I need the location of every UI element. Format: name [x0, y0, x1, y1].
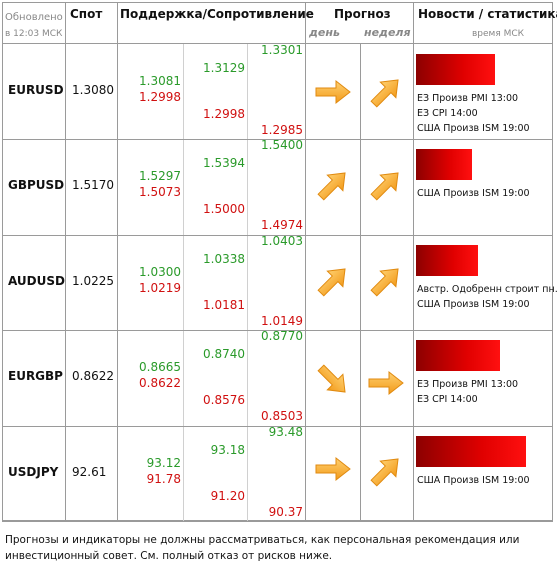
resistance-level: 1.0300 [139, 265, 181, 279]
row: EURGBP 0.8622 0.8665 0.8622 0.8740 0.8576 0.87… [2, 329, 553, 427]
pair-name: EURGBP [8, 369, 63, 383]
resistance-level: 1.3129 [203, 61, 245, 75]
disclaimer: Прогнозы и индикаторы не должны рассматр… [5, 534, 520, 562]
support-level: 1.5073 [139, 185, 181, 199]
news-bar [416, 436, 526, 467]
day-arrow [311, 358, 355, 402]
updated-label: Обновлено [5, 12, 63, 23]
day-arrow [311, 259, 355, 303]
news-time-header: время МСК [472, 29, 525, 39]
support-level: 1.5000 [203, 202, 245, 216]
resistance-level: 93.12 [146, 456, 181, 470]
pair-name: AUDUSD [8, 274, 65, 288]
spot-price: 1.5170 [72, 178, 114, 192]
support-level: 1.0219 [139, 281, 181, 295]
day-header: день [309, 26, 340, 39]
support-level: 91.78 [146, 472, 181, 486]
resistance-level: 0.8740 [203, 347, 245, 361]
day-arrow [315, 79, 351, 105]
day-arrow [311, 163, 355, 207]
support-level: 1.0149 [261, 314, 303, 328]
pair-name: EURUSD [8, 83, 64, 97]
forecast-header: Прогноз [334, 7, 391, 21]
support-level: 90.37 [268, 505, 303, 519]
levels-header: Поддержка/Сопротивление [120, 7, 314, 21]
pair-name: USDJPY [8, 465, 59, 479]
col-line [413, 2, 414, 521]
news-item: ЕЗ CPI 14:00 [417, 108, 478, 119]
row: GBPUSD 1.5170 1.5297 1.5073 1.5394 1.5000 1.54… [2, 138, 553, 236]
col-line [117, 2, 118, 521]
resistance-level: 93.18 [210, 443, 245, 457]
news-header: Новости / статистика [418, 7, 557, 21]
support-level: 91.20 [210, 489, 245, 503]
col-line [65, 2, 66, 521]
resistance-level: 1.3081 [139, 74, 181, 88]
spot-header: Спот [70, 7, 103, 21]
support-level: 1.2998 [203, 107, 245, 121]
resistance-level: 0.8770 [261, 329, 303, 343]
resistance-level: 1.0338 [203, 252, 245, 266]
week-arrow [368, 370, 404, 396]
support-level: 1.2998 [139, 90, 181, 104]
col-line [360, 44, 361, 521]
news-bar [416, 54, 495, 85]
support-level: 1.4974 [261, 218, 303, 232]
week-arrow [364, 259, 408, 303]
support-level: 1.0181 [203, 298, 245, 312]
row: EURUSD 1.3080 1.3081 1.2998 1.3129 1.2998 1.33… [2, 43, 553, 140]
resistance-level: 1.3301 [261, 43, 303, 57]
spot-price: 1.0225 [72, 274, 114, 288]
support-level: 0.8503 [261, 409, 303, 423]
resistance-level: 93.48 [268, 425, 303, 439]
resistance-level: 1.5400 [261, 138, 303, 152]
spot-price: 92.61 [72, 465, 107, 479]
support-level: 1.2985 [261, 123, 303, 137]
news-bar [416, 149, 472, 180]
week-arrow [364, 449, 408, 493]
day-arrow [315, 456, 351, 482]
support-level: 0.8576 [203, 393, 245, 407]
news-item: ЕЗ Произв PMI 13:00 [417, 93, 519, 104]
week-header: неделя [364, 26, 411, 39]
resistance-level: 1.5394 [203, 156, 245, 170]
news-item: США Произв ISM 19:00 [417, 475, 530, 486]
news-item: ЕЗ Произв PMI 13:00 [417, 379, 519, 390]
support-level: 0.8622 [139, 376, 181, 390]
spot-price: 1.3080 [72, 83, 114, 97]
news-item: США Произв ISM 19:00 [417, 188, 530, 199]
resistance-level: 1.5297 [139, 169, 181, 183]
news-item: ЕЗ CPI 14:00 [417, 394, 478, 405]
col-line [305, 2, 306, 521]
updated-time: в 12:03 МСК [5, 29, 63, 39]
row: USDJPY 92.61 93.12 91.78 93.18 91.20 93.48 90.3… [2, 425, 553, 522]
news-bar [416, 340, 500, 371]
spot-price: 0.8622 [72, 369, 114, 383]
news-item: Австр. Одобренн строит пн. [417, 284, 557, 295]
resistance-level: 1.0403 [261, 234, 303, 248]
sub-col-line [183, 44, 184, 521]
resistance-level: 0.8665 [139, 360, 181, 374]
week-arrow [364, 70, 408, 114]
pair-name: GBPUSD [8, 178, 65, 192]
news-item: США Произв ISM 19:00 [417, 123, 530, 134]
table-frame [2, 2, 553, 521]
header-line [2, 43, 553, 44]
news-bar [416, 245, 478, 276]
week-arrow [364, 163, 408, 207]
sub-col-line [247, 44, 248, 521]
news-item: США Произв ISM 19:00 [417, 299, 530, 310]
row: AUDUSD 1.0225 1.0300 1.0219 1.0338 1.0181 1.04… [2, 234, 557, 331]
